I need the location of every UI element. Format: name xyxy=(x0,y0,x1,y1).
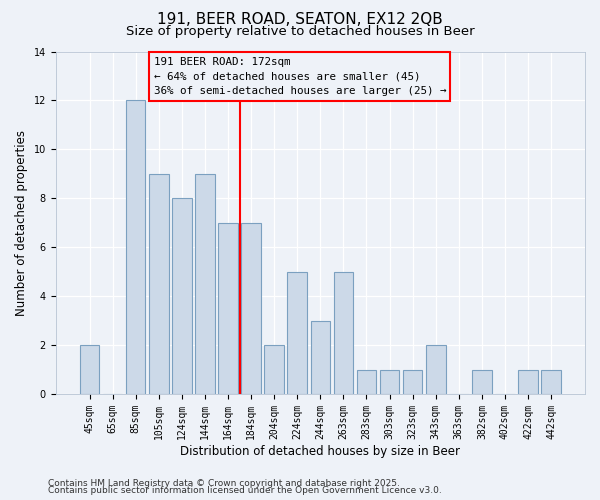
Text: Contains HM Land Registry data © Crown copyright and database right 2025.: Contains HM Land Registry data © Crown c… xyxy=(48,478,400,488)
Bar xyxy=(172,198,191,394)
Bar xyxy=(265,345,284,394)
Text: 191, BEER ROAD, SEATON, EX12 2QB: 191, BEER ROAD, SEATON, EX12 2QB xyxy=(157,12,443,28)
Bar xyxy=(149,174,169,394)
Text: Contains public sector information licensed under the Open Government Licence v3: Contains public sector information licen… xyxy=(48,486,442,495)
Bar xyxy=(126,100,145,394)
Bar xyxy=(380,370,400,394)
Bar xyxy=(311,320,330,394)
Bar xyxy=(426,345,446,394)
Y-axis label: Number of detached properties: Number of detached properties xyxy=(15,130,28,316)
Bar xyxy=(356,370,376,394)
Bar xyxy=(287,272,307,394)
Bar xyxy=(472,370,491,394)
Text: Size of property relative to detached houses in Beer: Size of property relative to detached ho… xyxy=(125,25,475,38)
X-axis label: Distribution of detached houses by size in Beer: Distribution of detached houses by size … xyxy=(181,444,460,458)
Bar xyxy=(218,222,238,394)
Bar xyxy=(80,345,100,394)
Bar xyxy=(195,174,215,394)
Bar xyxy=(518,370,538,394)
Bar xyxy=(241,222,261,394)
Text: 191 BEER ROAD: 172sqm
← 64% of detached houses are smaller (45)
36% of semi-deta: 191 BEER ROAD: 172sqm ← 64% of detached … xyxy=(154,56,446,96)
Bar xyxy=(541,370,561,394)
Bar xyxy=(403,370,422,394)
Bar xyxy=(334,272,353,394)
